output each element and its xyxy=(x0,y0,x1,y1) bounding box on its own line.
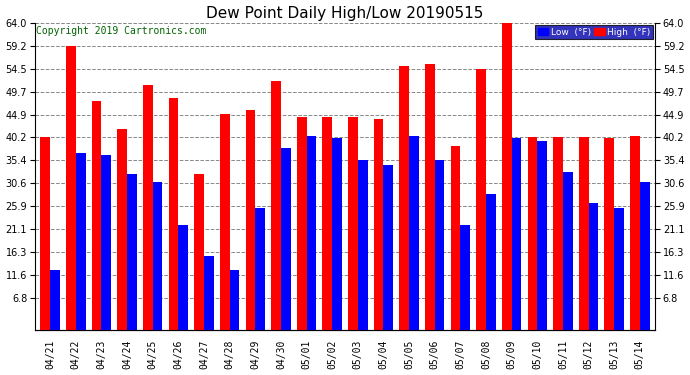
Bar xyxy=(281,148,290,330)
Bar xyxy=(640,182,649,330)
Bar xyxy=(76,153,86,330)
Bar xyxy=(204,256,214,330)
Bar xyxy=(579,137,589,330)
Bar xyxy=(322,117,332,330)
Bar xyxy=(66,46,76,330)
Bar xyxy=(195,174,204,330)
Bar xyxy=(384,165,393,330)
Bar xyxy=(348,117,358,330)
Bar xyxy=(563,172,573,330)
Bar xyxy=(451,146,460,330)
Bar xyxy=(538,141,547,330)
Bar xyxy=(168,98,179,330)
Bar xyxy=(255,208,265,330)
Bar xyxy=(589,203,598,330)
Bar xyxy=(230,270,239,330)
Bar xyxy=(425,64,435,330)
Bar xyxy=(476,69,486,330)
Bar xyxy=(117,129,127,330)
Bar xyxy=(220,114,230,330)
Bar xyxy=(101,155,111,330)
Legend: Low  (°F), High  (°F): Low (°F), High (°F) xyxy=(535,25,653,39)
Bar xyxy=(486,194,495,330)
Bar xyxy=(246,110,255,330)
Bar xyxy=(332,138,342,330)
Text: Copyright 2019 Cartronics.com: Copyright 2019 Cartronics.com xyxy=(36,26,206,36)
Bar xyxy=(460,225,470,330)
Bar xyxy=(630,136,640,330)
Bar xyxy=(358,160,368,330)
Bar xyxy=(41,137,50,330)
Bar xyxy=(152,182,162,330)
Bar xyxy=(297,117,306,330)
Bar xyxy=(604,138,614,330)
Bar xyxy=(502,23,511,330)
Bar xyxy=(92,101,101,330)
Bar xyxy=(511,138,522,330)
Bar xyxy=(127,174,137,330)
Title: Dew Point Daily High/Low 20190515: Dew Point Daily High/Low 20190515 xyxy=(206,6,484,21)
Bar xyxy=(528,137,538,330)
Bar xyxy=(435,160,444,330)
Bar xyxy=(374,119,384,330)
Bar xyxy=(614,208,624,330)
Bar xyxy=(143,84,152,330)
Bar xyxy=(179,225,188,330)
Bar xyxy=(553,137,563,330)
Bar xyxy=(409,136,419,330)
Bar xyxy=(306,136,316,330)
Bar xyxy=(50,270,60,330)
Bar xyxy=(400,66,409,330)
Bar xyxy=(271,81,281,330)
